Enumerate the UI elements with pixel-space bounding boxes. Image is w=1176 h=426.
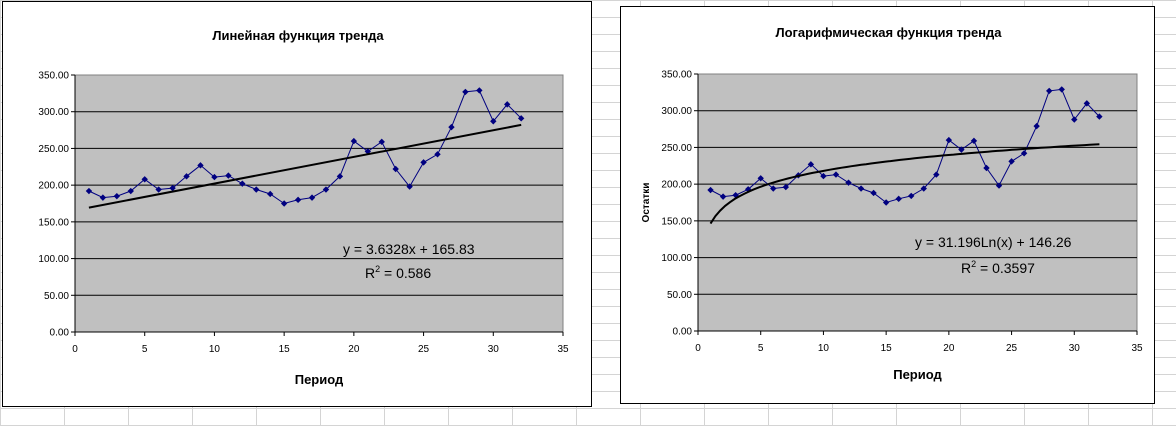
data-point [406, 183, 413, 190]
data-point [378, 138, 385, 146]
x-tick-label: 35 [1131, 343, 1143, 354]
plot-area [74, 74, 564, 333]
x-tick-label: 20 [348, 344, 360, 355]
x-axis-label: Период [295, 372, 344, 387]
y-tick-label: 100.00 [661, 253, 692, 264]
data-point [707, 186, 714, 194]
y-tick-label: 350.00 [38, 71, 69, 82]
trendline [709, 143, 1100, 225]
data-point [1008, 158, 1015, 165]
linear-trend-chart[interactable]: 0.00 50.00 100.00 150.00 200.00 250.00 300.00 3… [2, 1, 592, 407]
y-tick-label: 100.00 [38, 254, 69, 265]
data-point [462, 88, 469, 96]
data-point [983, 164, 990, 172]
trendline [88, 123, 522, 209]
log-trend-chart[interactable]: 0.00 50.00 100.00 150.00 200.00 250.00 300.00 3… [620, 6, 1155, 404]
x-tick-label: 25 [418, 344, 430, 355]
y-tick-label: 200.00 [38, 181, 69, 192]
x-axis-label: Период [893, 367, 942, 382]
data-point [350, 137, 358, 145]
data-point [517, 115, 525, 122]
x-tick-label: 25 [1006, 343, 1018, 354]
y-tick-label: 50.00 [44, 291, 69, 302]
x-tick-label: 5 [142, 344, 148, 355]
data-point [322, 186, 330, 193]
y-tick-label: 0.00 [673, 327, 693, 338]
data-point [970, 137, 978, 145]
x-tick-label: 0 [695, 343, 701, 354]
trendline-equation: y = 31.196Ln(x) + 146.26 [915, 234, 1072, 250]
data-point [99, 194, 107, 201]
r-squared-label: R2 = 0.3597 [961, 259, 1035, 276]
y-tick-label: 250.00 [38, 144, 69, 155]
data-point [169, 184, 176, 192]
data-point [958, 146, 965, 153]
x-tick-label: 35 [557, 344, 569, 355]
y-tick-label: 50.00 [667, 290, 692, 301]
data-point [127, 187, 134, 195]
linear-trend-chart-svg: 0.00 50.00 100.00 150.00 200.00 250.00 300.00 3… [38, 28, 569, 387]
data-point [225, 172, 232, 179]
data-point [832, 171, 840, 178]
data-point [294, 196, 302, 204]
x-tick-label: 20 [943, 343, 955, 354]
data-point [845, 179, 852, 186]
x-tick-label: 5 [758, 343, 764, 354]
y-tick-label: 200.00 [661, 180, 692, 191]
x-tick-label: 15 [279, 344, 291, 355]
data-point [995, 182, 1003, 189]
data-point [85, 187, 93, 195]
plot-area [697, 73, 1138, 332]
r-squared-label: R2 = 0.586 [365, 264, 431, 281]
y-tick-label: 250.00 [661, 143, 692, 154]
chart-title: Линейная функция тренда [212, 28, 384, 43]
data-point [239, 180, 246, 187]
data-point [434, 151, 441, 158]
data-point [448, 123, 455, 131]
data-point [392, 165, 399, 173]
data-point [280, 200, 288, 207]
y-tick-label: 150.00 [38, 217, 69, 228]
trendline-equation: y = 3.6328x + 165.83 [343, 241, 475, 257]
x-tick-label: 0 [72, 344, 78, 355]
data-point [504, 101, 511, 108]
data-point [267, 190, 274, 198]
data-point [336, 173, 344, 180]
x-tick-label: 10 [818, 343, 830, 354]
y-tick-label: 0.00 [50, 328, 70, 339]
data-point [183, 173, 190, 180]
x-tick-label: 30 [1069, 343, 1081, 354]
data-point [308, 194, 316, 201]
data-point [141, 176, 148, 183]
x-tick-label: 30 [488, 344, 500, 355]
x-tick-label: 10 [209, 344, 221, 355]
data-point [155, 186, 162, 193]
log-trend-chart-svg: 0.00 50.00 100.00 150.00 200.00 250.00 300.00 3… [641, 25, 1143, 382]
data-point [420, 159, 427, 166]
data-point [197, 162, 204, 169]
y-axis-label: Остатки [641, 183, 652, 223]
data-point [253, 186, 260, 193]
data-point [113, 192, 121, 200]
y-tick-label: 150.00 [661, 216, 692, 227]
x-tick-label: 15 [881, 343, 893, 354]
chart-title: Логарифмическая функция тренда [775, 25, 1002, 40]
y-tick-label: 300.00 [38, 107, 69, 118]
data-point [490, 118, 497, 125]
y-tick-label: 350.00 [661, 70, 692, 81]
data-point [476, 87, 483, 94]
data-point [211, 173, 218, 181]
y-tick-label: 300.00 [661, 106, 692, 117]
